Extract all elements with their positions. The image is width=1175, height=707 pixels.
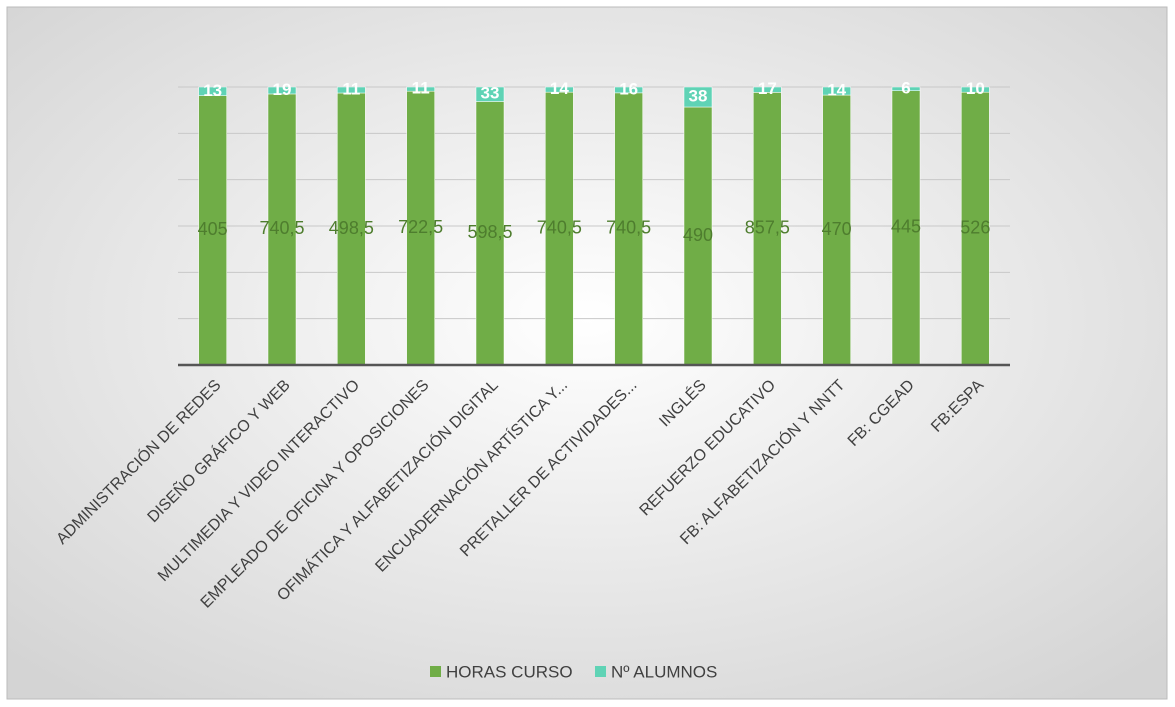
bar-segment (475, 86, 505, 102)
data-label: 19 (273, 80, 292, 99)
bar-segment (614, 86, 643, 94)
data-label: 490 (683, 225, 713, 245)
bar-segment (198, 86, 227, 96)
data-label: 10 (966, 79, 985, 98)
data-label: 16 (619, 79, 638, 98)
data-label: 470 (822, 219, 852, 239)
data-label: 740,5 (537, 217, 582, 237)
bar-segment (683, 86, 713, 108)
data-label: 498,5 (329, 218, 374, 238)
bar-segment (614, 92, 643, 366)
bar-segment (753, 86, 782, 93)
data-label: 14 (550, 79, 569, 98)
bar-segment (406, 86, 435, 92)
bar-segment (753, 92, 782, 366)
data-label: 38 (689, 86, 708, 105)
bar-segment (406, 90, 435, 366)
legend-label: HORAS CURSO (446, 662, 573, 681)
legend-label: Nº ALUMNOS (611, 662, 717, 681)
data-label: 13 (203, 81, 222, 100)
data-label: 857,5 (745, 217, 790, 237)
bar-segment (337, 86, 366, 94)
bar-segment (891, 86, 921, 91)
bar-segment (267, 86, 297, 95)
data-label: 722,5 (398, 217, 443, 237)
bar-segment (475, 101, 505, 366)
data-label: 11 (342, 79, 360, 98)
bar-segment (337, 92, 366, 366)
chart-background (6, 6, 1168, 700)
bar-segment (822, 86, 851, 96)
data-label: 6 (901, 78, 910, 97)
data-label: 33 (481, 84, 500, 103)
data-label: 740,5 (606, 218, 651, 238)
bar-segment (545, 86, 574, 93)
data-label: 740,5 (259, 218, 304, 238)
data-label: 598,5 (467, 222, 512, 242)
bar-segment (961, 91, 990, 366)
legend-swatch (595, 666, 606, 677)
data-label: 405 (198, 219, 228, 239)
data-label: 445 (891, 217, 921, 237)
data-label: 14 (827, 81, 846, 100)
bar-segment (822, 94, 851, 366)
bar-segment (961, 86, 990, 93)
bar-segment (267, 93, 297, 366)
data-label: 526 (960, 217, 990, 237)
legend-swatch (430, 666, 441, 677)
data-label: 17 (758, 79, 777, 98)
data-label: 11 (412, 79, 430, 98)
